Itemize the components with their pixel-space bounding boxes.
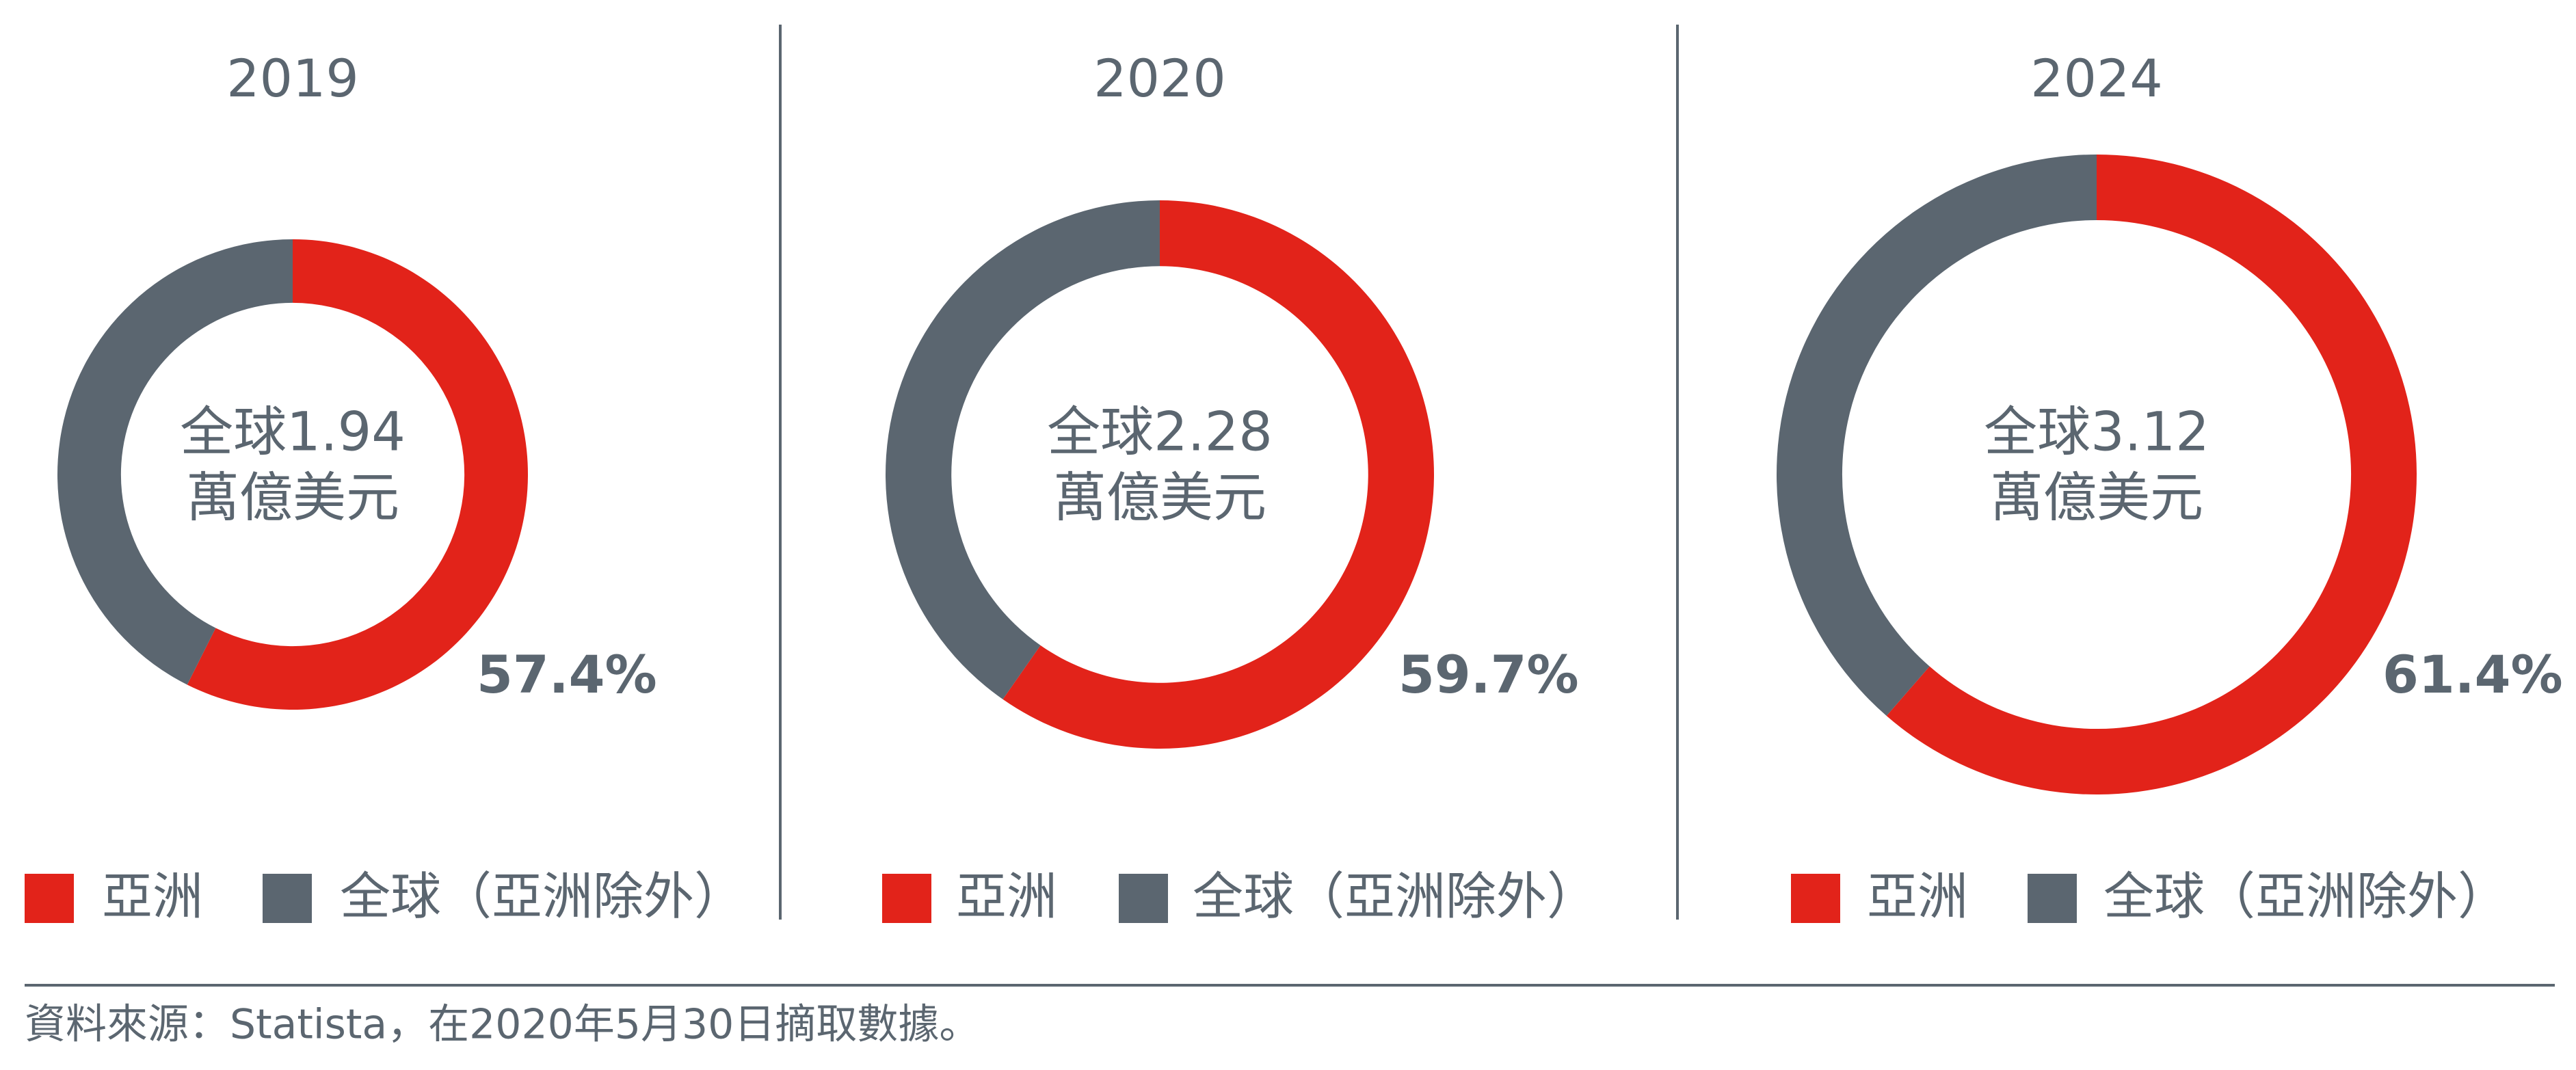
donut-segment [187, 239, 528, 710]
center-label: 全球3.12 [1984, 401, 2209, 463]
chart-title: 2019 [226, 48, 358, 109]
legend-swatch [1119, 874, 1168, 923]
legend-swatch [1791, 874, 1840, 923]
source-note: 資料來源：Statista，在2020年5月30日摘取數據。 [25, 1001, 980, 1049]
legend-swatch [882, 874, 931, 923]
donut-segment [1002, 200, 1434, 749]
center-label: 萬億美元 [1053, 467, 1266, 529]
legend-swatch [263, 874, 312, 923]
chart-title: 2024 [2030, 48, 2162, 109]
legend-label: 亞洲 [1867, 868, 1968, 926]
center-label: 全球1.94 [180, 401, 406, 463]
value-label: 59.7% [1398, 644, 1579, 705]
donut-segment [1886, 155, 2417, 794]
value-label: 61.4% [2382, 644, 2563, 705]
legend-label: 亞洲 [102, 868, 203, 926]
center-label: 萬億美元 [1990, 467, 2203, 529]
donut-segment [1777, 155, 2097, 716]
legend-label: 全球（亞洲除外） [1193, 868, 1597, 926]
legend-label: 亞洲 [956, 868, 1057, 926]
legend-label: 全球（亞洲除外） [2103, 868, 2508, 926]
legend-label: 全球（亞洲除外） [340, 868, 745, 926]
center-label: 全球2.28 [1047, 401, 1273, 463]
donut-segment [57, 239, 293, 685]
legend-swatch [25, 874, 74, 923]
center-label: 萬億美元 [186, 467, 399, 529]
value-label: 57.4% [477, 644, 657, 705]
chart-title: 2020 [1093, 48, 1225, 109]
legend-swatch [2028, 874, 2077, 923]
donut-segment [886, 200, 1160, 699]
